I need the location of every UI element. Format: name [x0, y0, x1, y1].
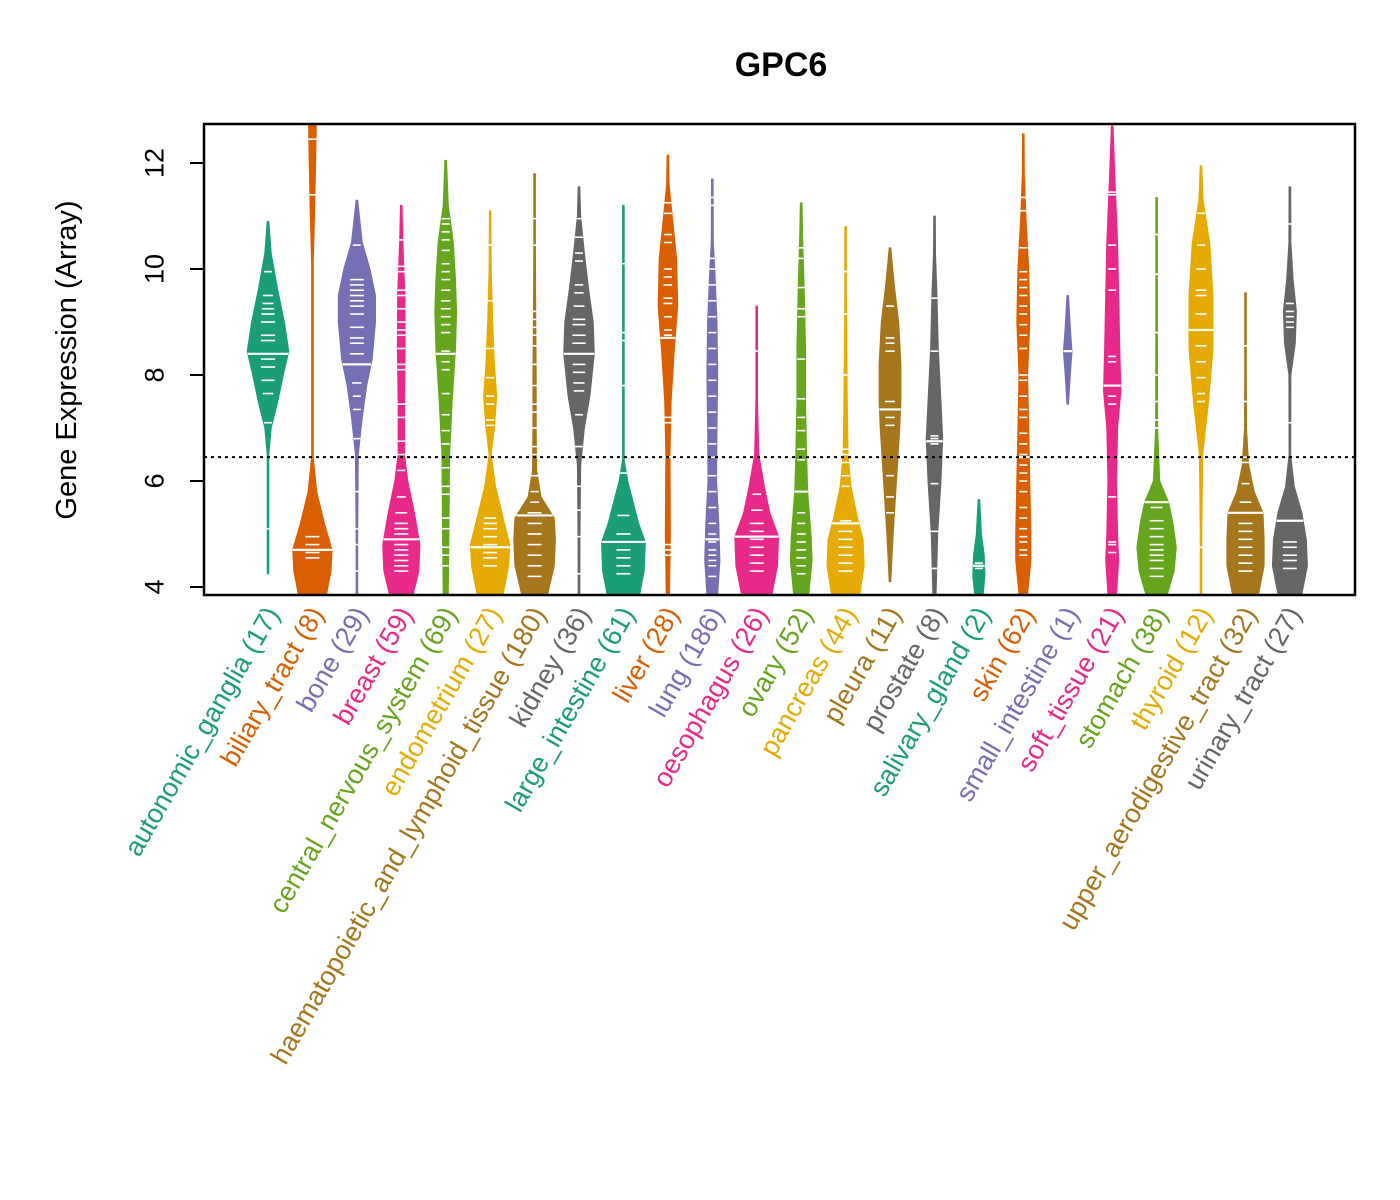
violin-haematopoietic_and_lymphoid_tissue	[513, 173, 556, 595]
chart-title: GPC6	[735, 46, 828, 84]
x-axis-labels: autonomic_ganglia (17)biliary_tract (8)b…	[118, 602, 1307, 1069]
violin-ovary	[789, 202, 813, 595]
violin-pleura	[878, 247, 902, 583]
y-tick-label: 6	[139, 473, 169, 488]
violin-kidney	[563, 186, 595, 595]
violin-oesophagus	[734, 305, 780, 595]
violin-central_nervous_system	[434, 159, 458, 595]
y-tick-label: 4	[139, 579, 169, 594]
y-axis-label: Gene Expression (Array)	[51, 200, 83, 519]
violins-layer	[246, 124, 1308, 595]
violin-salivary_gland	[972, 499, 986, 595]
violin-skin	[1015, 133, 1032, 595]
violin-thyroid	[1188, 165, 1214, 595]
violin-endometrium	[469, 210, 511, 595]
violin-biliary_tract	[292, 124, 333, 595]
violin-small_intestine	[1062, 295, 1073, 405]
violin-pancreas	[826, 226, 865, 595]
y-axis: 4 6 8 10 12	[139, 148, 204, 595]
violin-liver	[657, 154, 679, 595]
plot-frame	[202, 122, 1357, 597]
violin-large_intestine	[600, 204, 646, 595]
violin-soft_tissue	[1102, 125, 1122, 595]
violin-bone	[337, 199, 377, 595]
violin-breast	[382, 204, 421, 595]
violin-prostate	[925, 215, 944, 595]
y-tick-label: 10	[139, 254, 169, 284]
violin-upper_aerodigestive_tract	[1226, 292, 1265, 595]
violin-lung	[704, 178, 721, 595]
y-tick-label: 8	[139, 367, 169, 382]
violin-stomach	[1136, 197, 1177, 595]
violin-urinary_tract	[1271, 186, 1308, 595]
y-tick-label: 12	[139, 148, 169, 178]
violin-autonomic_ganglia	[246, 220, 290, 575]
